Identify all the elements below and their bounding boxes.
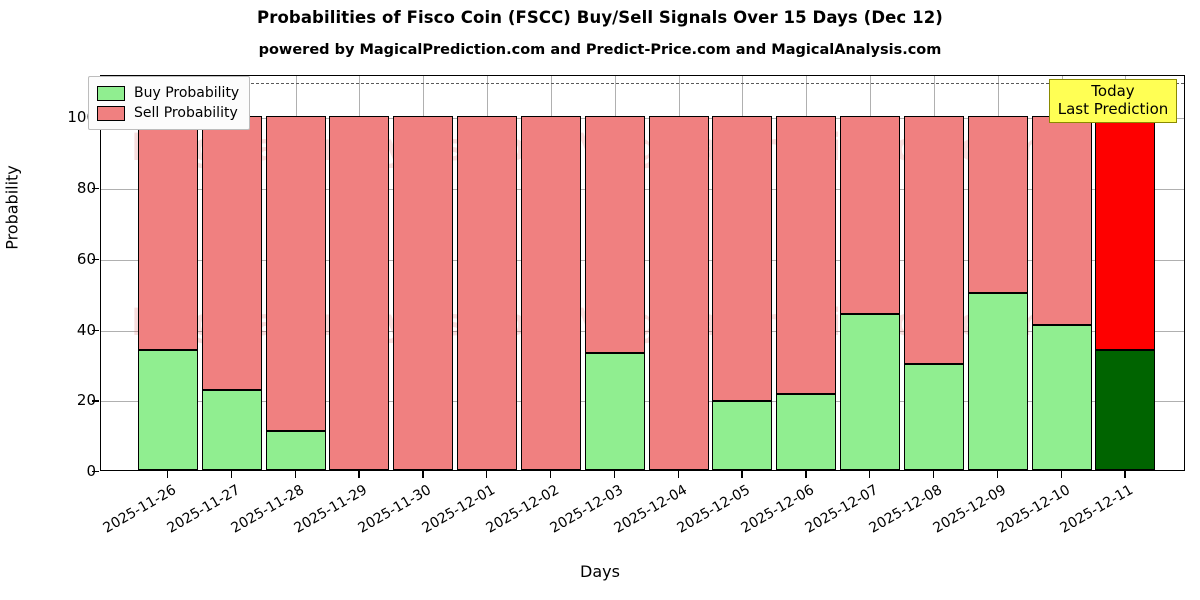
bar-group[interactable] xyxy=(457,74,518,470)
legend-swatch-sell-icon xyxy=(97,105,125,121)
plot-area: MagicalAnalysis.comMagicalPrediction.com… xyxy=(100,75,1185,471)
x-axis-title: Days xyxy=(580,562,620,581)
y-tick-mark xyxy=(92,471,99,473)
bar-group[interactable] xyxy=(712,74,773,470)
bar-segment-buy[interactable] xyxy=(265,431,326,470)
bar-segment-sell[interactable] xyxy=(138,116,198,350)
bar-segment-sell[interactable] xyxy=(712,116,773,402)
bar-segment-buy[interactable] xyxy=(1031,325,1092,470)
bar-segment-sell[interactable] xyxy=(903,116,964,364)
today-annotation-line1: Today xyxy=(1091,82,1135,100)
x-tick-mark xyxy=(932,471,935,478)
bar-segment-sell[interactable] xyxy=(584,116,645,354)
bar-group[interactable] xyxy=(265,74,326,470)
today-annotation-line2: Last Prediction xyxy=(1057,99,1169,118)
x-tick-mark xyxy=(486,471,488,478)
x-tick-mark xyxy=(358,471,360,478)
y-tick-label: 100 xyxy=(67,108,96,127)
bar-segment-sell[interactable] xyxy=(1095,116,1156,350)
legend-item-buy[interactable]: Buy Probability xyxy=(97,83,239,103)
bar-segment-buy[interactable] xyxy=(712,401,773,470)
bar-segment-sell[interactable] xyxy=(457,116,518,470)
y-tick-label: 60 xyxy=(76,249,96,268)
bar-group[interactable] xyxy=(648,74,709,470)
x-tick-mark xyxy=(996,471,999,478)
bar-segment-sell[interactable] xyxy=(265,116,326,432)
bar-group[interactable] xyxy=(1031,74,1092,470)
y-tick-mark xyxy=(92,258,99,261)
bar-group[interactable] xyxy=(329,74,390,470)
x-tick-mark xyxy=(549,471,552,478)
bar-segment-buy[interactable] xyxy=(584,353,645,470)
y-tick-mark xyxy=(92,400,99,402)
chart-subtitle: powered by MagicalPrediction.com and Pre… xyxy=(258,42,942,58)
bar-group[interactable] xyxy=(584,74,645,470)
reference-line xyxy=(101,83,1184,85)
bar-group[interactable] xyxy=(840,74,901,470)
bar-series xyxy=(101,76,1184,470)
x-tick-mark xyxy=(1060,471,1062,478)
bar-segment-buy[interactable] xyxy=(1095,349,1156,470)
x-tick-mark xyxy=(167,471,169,478)
chart-legend[interactable]: Buy Probability Sell Probability xyxy=(88,76,251,130)
bar-group[interactable] xyxy=(776,74,837,470)
x-tick-mark xyxy=(613,471,616,478)
y-tick-mark xyxy=(92,188,99,190)
bar-segment-sell[interactable] xyxy=(840,116,901,315)
x-tick-mark xyxy=(1124,471,1126,478)
x-tick-mark xyxy=(422,471,424,478)
bar-segment-sell[interactable] xyxy=(967,116,1028,294)
y-tick-label: 40 xyxy=(76,320,96,339)
x-tick-mark xyxy=(294,471,296,478)
legend-item-sell[interactable]: Sell Probability xyxy=(97,103,239,123)
bar-segment-buy[interactable] xyxy=(967,293,1028,470)
bar-group[interactable] xyxy=(1095,74,1156,470)
y-tick-label: 0 xyxy=(34,462,96,480)
bar-group[interactable] xyxy=(138,74,198,470)
bar-segment-sell[interactable] xyxy=(648,116,709,470)
bar-segment-buy[interactable] xyxy=(201,390,262,470)
bar-segment-sell[interactable] xyxy=(520,116,581,470)
y-axis-ticks: 0 20 40 60 80 100 xyxy=(0,75,100,480)
chart-title: Probabilities of Fisco Coin (FSCC) Buy/S… xyxy=(257,8,943,27)
x-tick-mark xyxy=(805,471,807,478)
y-tick-label: 80 xyxy=(76,179,96,198)
legend-label-sell: Sell Probability xyxy=(134,105,238,121)
bar-segment-buy[interactable] xyxy=(840,314,901,470)
bar-segment-buy[interactable] xyxy=(138,349,198,470)
bar-group[interactable] xyxy=(520,74,581,470)
bar-segment-sell[interactable] xyxy=(393,116,454,470)
bar-group[interactable] xyxy=(903,74,964,470)
x-tick-mark xyxy=(869,471,871,478)
y-tick-mark xyxy=(92,329,99,331)
bar-segment-buy[interactable] xyxy=(903,363,964,470)
today-annotation: Today Last Prediction xyxy=(1049,79,1177,124)
bar-segment-sell[interactable] xyxy=(1031,116,1092,326)
x-tick-mark xyxy=(741,471,743,478)
bar-segment-sell[interactable] xyxy=(776,116,837,394)
bar-group[interactable] xyxy=(393,74,454,470)
bar-group[interactable] xyxy=(201,74,262,470)
bar-segment-sell[interactable] xyxy=(201,116,262,391)
y-axis-title-wrap: Probability xyxy=(0,0,22,250)
bar-segment-sell[interactable] xyxy=(329,116,390,470)
x-tick-mark xyxy=(230,471,233,478)
x-tick-mark xyxy=(677,471,679,478)
legend-label-buy: Buy Probability xyxy=(134,85,240,101)
y-tick-label: 20 xyxy=(76,391,96,410)
bar-group[interactable] xyxy=(967,74,1028,470)
bar-segment-buy[interactable] xyxy=(776,393,837,470)
legend-swatch-buy-icon xyxy=(97,85,125,101)
